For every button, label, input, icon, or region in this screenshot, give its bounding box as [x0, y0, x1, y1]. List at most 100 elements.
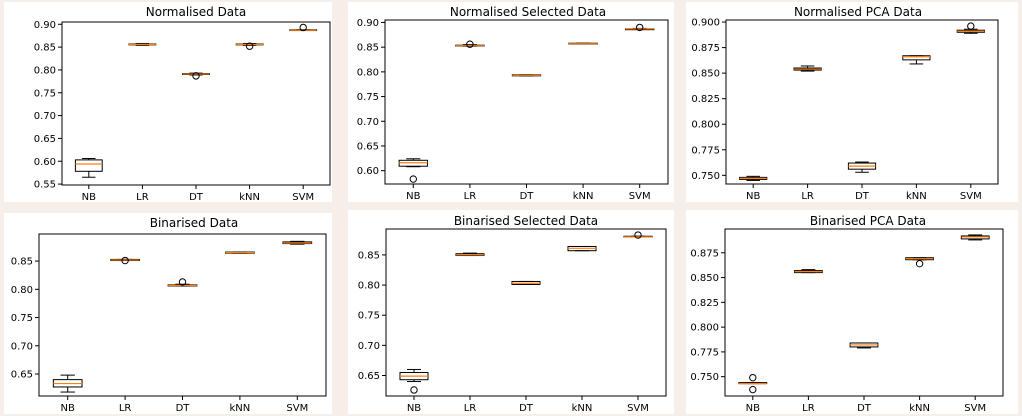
- x-tick-label: NB: [406, 191, 420, 202]
- chart-normalised-selected-data: Normalised Selected Data 0.60 0.65 0.70 0.7…: [357, 5, 669, 202]
- x-tick-label: NB: [82, 192, 96, 202]
- x-tick-label: DT: [189, 192, 204, 202]
- y-tick-label: 0.75: [357, 92, 379, 103]
- y-tick-label: 0.65: [34, 134, 56, 145]
- x-tick-label: kNN: [572, 403, 593, 414]
- box-knn: [902, 55, 931, 61]
- x-tick-label: NB: [407, 403, 421, 414]
- chart-title: Normalised Selected Data: [450, 5, 606, 19]
- plot-area: 0.55 0.60 0.65 0.70 0.75 0.80 0.85 0.90 NB LR DT kN…: [34, 20, 318, 202]
- y-tick-label: 0.85: [357, 43, 379, 54]
- x-tick-label: LR: [464, 403, 477, 414]
- outlier-point: [749, 385, 757, 394]
- y-tick-label: 0.775: [690, 347, 719, 358]
- box-nb: [74, 159, 103, 172]
- plot-frame: [724, 228, 1004, 397]
- plot-frame: [384, 19, 669, 185]
- x-tick-label: LR: [464, 191, 477, 202]
- outlier-point: [967, 22, 975, 30]
- panel-binarised-data: Binarised Data 0.65 0.70 0.75 0.80 0.85 NB LR D…: [4, 213, 332, 414]
- y-tick-label: 0.65: [358, 371, 380, 382]
- chart-binarised-data: Binarised Data 0.65 0.70 0.75 0.80 0.85 NB LR D…: [11, 216, 327, 414]
- x-tick-label: SVM: [286, 403, 308, 414]
- y-tick-label: 0.875: [691, 43, 720, 54]
- y-tick-label: 0.70: [34, 111, 56, 122]
- chart-normalised-pca-data: Normalised PCA Data 0.750 0.775 0.800 0.825…: [691, 5, 999, 202]
- outlier-point: [245, 42, 254, 50]
- x-tick-label: DT: [519, 403, 534, 414]
- panel-normalised-data: Normalised Data 0.55 0.60 0.65 0.70 0.75 0.80…: [4, 2, 332, 202]
- y-tick-label: 0.70: [357, 117, 379, 128]
- x-tick-label: SVM: [627, 403, 649, 414]
- outlier-point: [192, 72, 200, 80]
- outlier-point: [634, 231, 642, 239]
- x-tick-label: SVM: [964, 403, 986, 414]
- y-tick-label: 0.750: [691, 171, 720, 182]
- outlier-point: [410, 386, 418, 394]
- panel-binarised-pca-data: Binarised PCA Data 0.750 0.775 0.800 0.825 0…: [686, 210, 1018, 414]
- outlier-point: [409, 175, 418, 183]
- y-tick-label: 0.75: [34, 88, 56, 99]
- x-tick-label: kNN: [239, 192, 260, 202]
- plot-area: 0.65 0.70 0.75 0.80 0.85 NB LR DT kNN SVM: [358, 228, 667, 414]
- panel-normalised-selected-data: Normalised Selected Data 0.60 0.65 0.70 0.7…: [348, 2, 674, 202]
- chart-title: Normalised Data: [146, 5, 246, 19]
- box-nb: [398, 159, 428, 167]
- y-tick-label: 0.85: [358, 250, 380, 261]
- y-tick-label: 0.80: [357, 67, 379, 78]
- y-tick-label: 0.900: [691, 18, 720, 29]
- y-tick-label: 0.65: [11, 369, 33, 380]
- x-tick-label: LR: [136, 192, 149, 202]
- chart-title: Binarised Data: [150, 216, 239, 230]
- x-tick-label: DT: [855, 191, 870, 202]
- y-tick-label: 0.80: [11, 285, 33, 296]
- x-tick-label: SVM: [629, 191, 651, 202]
- y-tick-label: 0.60: [34, 157, 56, 168]
- x-tick-label: LR: [802, 403, 815, 414]
- x-tick-label: LR: [801, 191, 814, 202]
- outlier-point: [749, 373, 757, 382]
- chart-title: Normalised PCA Data: [794, 5, 922, 19]
- y-tick-label: 0.80: [34, 65, 56, 76]
- y-tick-label: 0.775: [691, 145, 720, 156]
- x-tick-label: SVM: [960, 191, 982, 202]
- plot-frame: [38, 233, 327, 397]
- plot-area: 0.60 0.65 0.70 0.75 0.80 0.85 0.90 NB LR DT kNN SVM: [357, 18, 669, 202]
- plot-area: 0.65 0.70 0.75 0.80 0.85 NB LR DT kNN SVM: [11, 233, 327, 414]
- y-tick-label: 0.90: [357, 18, 379, 29]
- x-tick-label: SVM: [292, 192, 314, 202]
- outlier-point: [466, 40, 474, 48]
- y-tick-label: 0.800: [690, 323, 719, 334]
- chart-binarised-pca-data: Binarised PCA Data 0.7500.7750.8000.8250…: [690, 214, 1004, 414]
- x-tick-label: NB: [746, 191, 760, 202]
- x-tick-label: NB: [746, 403, 760, 414]
- outlier-point: [299, 23, 307, 32]
- outlier-point: [915, 259, 924, 268]
- plot-area: 0.750 0.775 0.800 0.825 0.850 0.875 0.900 NB LR D…: [691, 18, 999, 202]
- chart-title: Binarised Selected Data: [454, 214, 598, 228]
- plot-frame: [725, 19, 999, 185]
- x-tick-label: kNN: [573, 191, 594, 202]
- y-tick-label: 0.750: [690, 372, 719, 383]
- outlier-point: [121, 256, 129, 265]
- chart-binarised-selected-data: Binarised Selected Data 0.65 0.70 0.75 0.80…: [358, 214, 667, 414]
- y-tick-label: 0.70: [11, 341, 33, 352]
- y-tick-label: 0.825: [690, 298, 719, 309]
- x-tick-label: DT: [520, 191, 535, 202]
- y-tick-label: 0.825: [691, 94, 720, 105]
- y-tick-label: 0.85: [11, 257, 33, 268]
- y-tick-label: 0.850: [691, 69, 720, 80]
- panel-binarised-selected-data: Binarised Selected Data 0.65 0.70 0.75 0.80…: [348, 210, 674, 414]
- y-tick-label: 0.800: [691, 120, 720, 131]
- chart-title: Binarised PCA Data: [810, 214, 926, 228]
- plot-frame: [385, 228, 667, 397]
- y-tick-label: 0.70: [358, 341, 380, 352]
- y-tick-label: 0.80: [358, 281, 380, 292]
- panel-normalised-pca-data: Normalised PCA Data 0.750 0.775 0.800 0.825…: [686, 2, 1018, 202]
- y-tick-label: 0.85: [34, 43, 56, 54]
- chart-normalised-data: Normalised Data 0.55 0.60 0.65 0.70 0.75 0.80…: [34, 5, 331, 202]
- y-tick-label: 0.65: [357, 141, 379, 152]
- y-tick-label: 0.75: [358, 311, 380, 322]
- x-tick-label: kNN: [906, 191, 927, 202]
- outlier-point: [636, 23, 644, 32]
